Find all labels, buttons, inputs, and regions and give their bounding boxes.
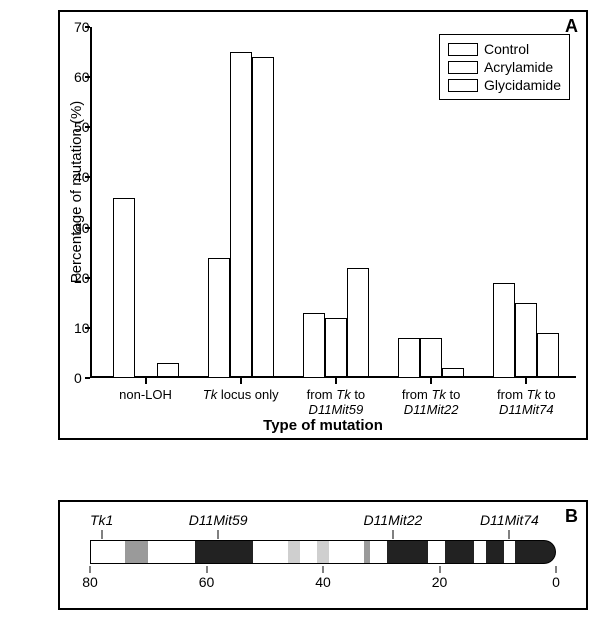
bar: [303, 313, 325, 378]
chromosome-band: [486, 540, 503, 564]
bar: [347, 268, 369, 378]
plot-area: 010203040506070non-LOHTk locus onlyfrom …: [90, 27, 576, 378]
bar: [420, 338, 442, 378]
bar: [398, 338, 420, 378]
chromosome-band: [445, 540, 474, 564]
chromosome-band: [329, 540, 364, 564]
page-root: A Control Acrylamide Glycidamide Percent…: [0, 0, 601, 637]
bar: [537, 333, 559, 378]
ruler-number: 40: [315, 574, 331, 590]
ruler-number: 60: [199, 574, 215, 590]
chromosome-band: [288, 540, 300, 564]
chromosome-band: [195, 540, 253, 564]
category-label: from Tk toD11Mit59: [307, 388, 366, 418]
ruler-number: 80: [82, 574, 98, 590]
panel-a: A Control Acrylamide Glycidamide Percent…: [58, 10, 588, 440]
bar: [230, 52, 252, 378]
marker-label: D11Mit74: [480, 512, 539, 528]
y-tick-label: 40: [74, 169, 82, 185]
bar: [113, 198, 135, 379]
category-label: from Tk toD11Mit22: [402, 388, 461, 418]
chromosome-band: [148, 540, 195, 564]
bar: [515, 303, 537, 378]
chromosome-band: [387, 540, 428, 564]
chromosome-band: [317, 540, 329, 564]
chromosome-band: [504, 540, 516, 564]
x-axis-title: Type of mutation: [263, 417, 383, 434]
category-label: Tk locus only: [203, 388, 279, 403]
bar: [208, 258, 230, 378]
chromosome-band: [428, 540, 445, 564]
bar: [493, 283, 515, 378]
chromosome-band: [125, 540, 148, 564]
ruler-number: 0: [552, 574, 560, 590]
y-tick-label: 0: [74, 370, 82, 386]
chromosome-band: [474, 540, 486, 564]
marker-label: D11Mit59: [189, 512, 248, 528]
panel-b-label: B: [565, 506, 578, 527]
chromosome-ideogram: Tk1D11Mit59D11Mit22D11Mit74806040200: [90, 540, 556, 564]
bar: [252, 57, 274, 378]
y-tick-label: 30: [74, 220, 82, 236]
panel-b: B Tk1D11Mit59D11Mit22D11Mit74806040200: [58, 500, 588, 610]
y-tick-label: 20: [74, 270, 82, 286]
category-label: non-LOH: [119, 388, 172, 403]
marker-label: Tk1: [90, 512, 113, 528]
chromosome-band: [370, 540, 387, 564]
category-label: from Tk toD11Mit74: [497, 388, 556, 418]
marker-label: D11Mit22: [363, 512, 422, 528]
chromosome-band: [90, 540, 125, 564]
y-tick-label: 60: [74, 69, 82, 85]
bar: [442, 368, 464, 378]
bar: [157, 363, 179, 378]
bar: [325, 318, 347, 378]
y-tick-label: 10: [74, 320, 82, 336]
y-tick-label: 50: [74, 119, 82, 135]
chromosome-band: [253, 540, 288, 564]
chromosome-band: [515, 540, 556, 564]
chromosome-band: [300, 540, 317, 564]
y-tick-label: 70: [74, 19, 82, 35]
ruler-number: 20: [432, 574, 448, 590]
